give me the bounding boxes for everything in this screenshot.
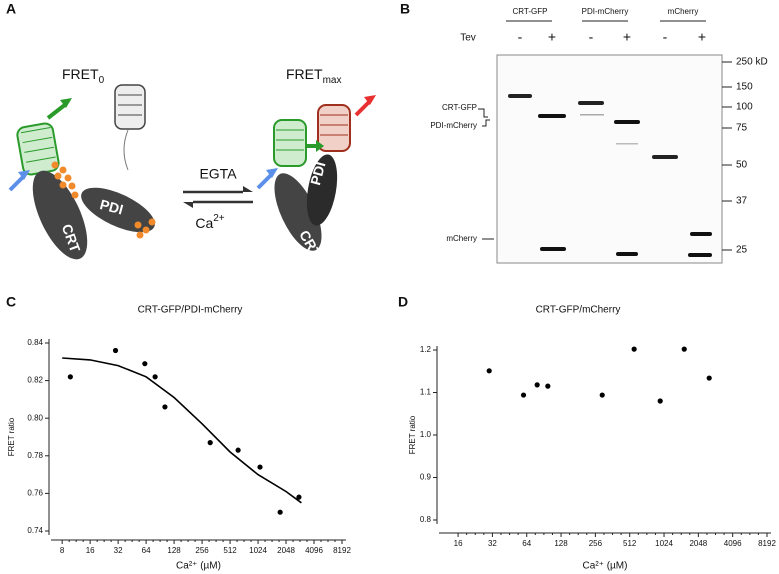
x-tick-label: 256 bbox=[589, 539, 603, 548]
tev-sign: + bbox=[698, 29, 706, 45]
y-tick-label: 0.74 bbox=[27, 526, 43, 535]
data-point bbox=[534, 382, 540, 388]
x-tick-label: 64 bbox=[142, 546, 151, 555]
x-tick-label: 8192 bbox=[758, 539, 776, 548]
marker-label: 250 kD bbox=[736, 57, 768, 68]
fret-sub: max bbox=[323, 75, 342, 86]
tev-sign: + bbox=[623, 29, 631, 45]
x-axis-title: Ca²⁺ (µM) bbox=[583, 561, 628, 572]
marker-label: 100 bbox=[736, 102, 753, 113]
fret-text: FRET bbox=[62, 66, 99, 82]
y-axis-title: FRET ratio bbox=[7, 417, 16, 456]
fret-sub: 0 bbox=[99, 75, 105, 86]
x-tick-label: 8192 bbox=[333, 546, 351, 555]
band-label: PDI-mCherry bbox=[430, 121, 477, 130]
tev-label: Tev bbox=[460, 33, 476, 44]
y-tick-label: 1.0 bbox=[420, 430, 432, 439]
tev-sign: - bbox=[663, 29, 668, 45]
data-point bbox=[631, 346, 637, 352]
y-tick-label: 1.2 bbox=[420, 345, 432, 354]
panel-label: A bbox=[6, 1, 16, 17]
data-point bbox=[296, 494, 302, 500]
x-tick-label: 32 bbox=[488, 539, 497, 548]
x-tick-label: 8 bbox=[60, 546, 65, 555]
data-point bbox=[162, 404, 168, 410]
y-tick-label: 0.9 bbox=[420, 473, 432, 482]
data-point bbox=[67, 374, 73, 380]
left-complex: CRT PDI bbox=[8, 84, 156, 260]
lane-group-label: CRT-GFP bbox=[513, 7, 548, 16]
data-point bbox=[235, 447, 241, 453]
equilibrium-arrows bbox=[183, 186, 253, 208]
y-tick-label: 0.84 bbox=[27, 338, 43, 347]
x-tick-label: 4096 bbox=[305, 546, 323, 555]
x-tick-label: 2048 bbox=[277, 546, 295, 555]
fretmax-label: FRETmax bbox=[286, 66, 341, 86]
data-point bbox=[681, 346, 687, 352]
x-tick-label: 1024 bbox=[249, 546, 267, 555]
ca-text: Ca bbox=[195, 215, 213, 231]
pdi-label: PDI bbox=[98, 196, 125, 217]
egta-label: EGTA bbox=[199, 166, 237, 182]
chart-title: CRT-GFP/mCherry bbox=[536, 305, 621, 316]
marker-label: 50 bbox=[736, 160, 748, 171]
x-tick-label: 512 bbox=[623, 539, 637, 548]
right-complex: CRT PDI bbox=[256, 95, 376, 261]
marker-label: 25 bbox=[736, 245, 748, 256]
fret0-label: FRET0 bbox=[62, 66, 105, 86]
y-tick-label: 0.82 bbox=[27, 376, 43, 385]
panel-label: B bbox=[400, 1, 410, 17]
x-tick-label: 2048 bbox=[689, 539, 707, 548]
y-axis-title: FRET ratio bbox=[408, 415, 417, 454]
panel-label: D bbox=[398, 294, 408, 310]
x-tick-label: 128 bbox=[554, 539, 568, 548]
marker-label: 150 bbox=[736, 82, 753, 93]
lane-group-label: mCherry bbox=[668, 7, 699, 16]
y-tick-label: 0.78 bbox=[27, 451, 43, 460]
pdi-label: PDI bbox=[307, 160, 328, 187]
x-tick-label: 16 bbox=[86, 546, 95, 555]
chart-title: CRT-GFP/PDI-mCherry bbox=[138, 305, 243, 316]
panel-label: C bbox=[6, 294, 16, 310]
data-point bbox=[207, 440, 213, 446]
data-point bbox=[486, 368, 492, 374]
y-tick-label: 0.80 bbox=[27, 413, 43, 422]
fret-text: FRET bbox=[286, 66, 323, 82]
x-tick-label: 64 bbox=[522, 539, 531, 548]
marker-label: 75 bbox=[736, 123, 748, 134]
y-tick-label: 0.8 bbox=[420, 515, 432, 524]
data-point bbox=[112, 347, 119, 354]
data-point bbox=[706, 375, 712, 381]
marker-label: 37 bbox=[736, 196, 748, 207]
y-tick-label: 0.76 bbox=[27, 489, 43, 498]
data-point bbox=[277, 509, 283, 515]
data-point bbox=[142, 361, 148, 367]
y-tick-label: 1.1 bbox=[420, 388, 432, 397]
lane-group-label: PDI-mCherry bbox=[582, 7, 629, 16]
x-tick-label: 512 bbox=[223, 546, 237, 555]
x-tick-label: 1024 bbox=[655, 539, 673, 548]
band-label: mCherry bbox=[446, 234, 477, 243]
fit-curve bbox=[62, 357, 302, 504]
tev-sign: - bbox=[589, 29, 594, 45]
data-point bbox=[257, 464, 263, 470]
x-tick-label: 4096 bbox=[724, 539, 742, 548]
data-point bbox=[152, 374, 158, 380]
tev-sign: - bbox=[518, 29, 523, 45]
x-tick-label: 128 bbox=[167, 546, 181, 555]
tev-sign: + bbox=[548, 29, 556, 45]
calcium-label: Ca2+ bbox=[195, 213, 224, 231]
data-point bbox=[520, 392, 527, 398]
data-point bbox=[657, 398, 663, 404]
x-tick-label: 256 bbox=[195, 546, 209, 555]
band-label: CRT-GFP bbox=[442, 103, 477, 112]
x-axis-title: Ca²⁺ (µM) bbox=[176, 561, 221, 572]
data-point bbox=[545, 383, 551, 389]
data-point bbox=[599, 392, 605, 398]
x-tick-label: 32 bbox=[114, 546, 123, 555]
x-tick-label: 16 bbox=[454, 539, 463, 548]
gel bbox=[478, 20, 723, 264]
ca-sup: 2+ bbox=[213, 213, 225, 224]
